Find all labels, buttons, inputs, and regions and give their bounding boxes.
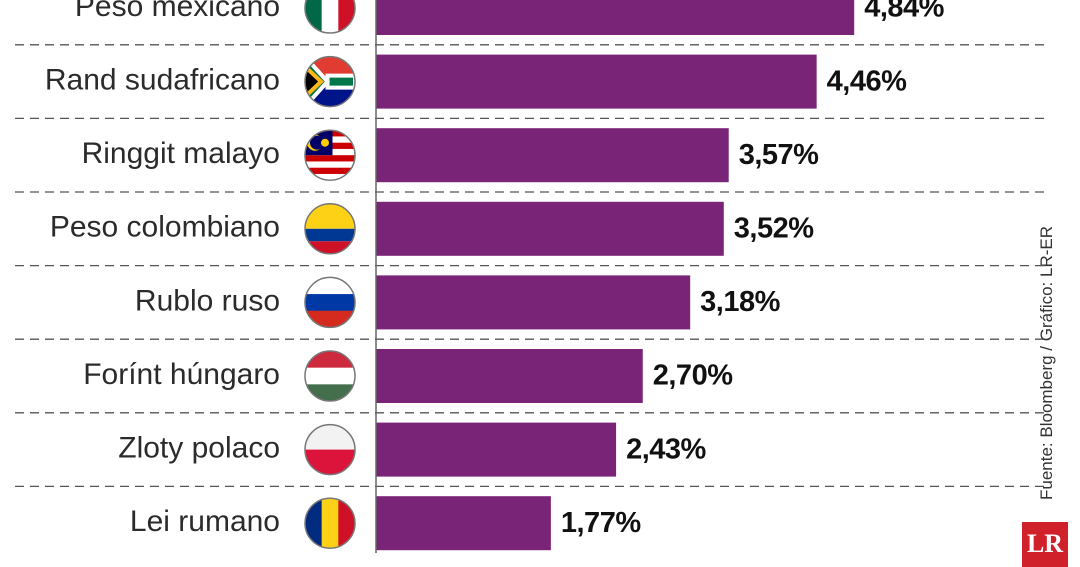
flag-triangle xyxy=(305,59,324,104)
flag-border xyxy=(304,497,356,549)
bar xyxy=(376,496,551,551)
value-label: 3,18% xyxy=(700,286,780,318)
category-label: Zloty polaco xyxy=(118,432,280,465)
flag-border xyxy=(304,276,356,329)
flag-stripe xyxy=(305,367,355,385)
flag-stripe xyxy=(305,161,355,168)
category-label: Peso mexicano xyxy=(75,0,280,23)
flag-stripe xyxy=(305,424,355,451)
flag-stripe xyxy=(338,498,355,549)
flag-moon xyxy=(310,135,324,150)
flag-stripe xyxy=(305,498,323,549)
flag-pall xyxy=(305,56,355,107)
bar xyxy=(376,0,855,35)
category-label: Peso colombiano xyxy=(50,211,280,244)
value-label: 1,77% xyxy=(561,507,641,539)
flag-stripe xyxy=(305,384,355,401)
flag-stripe xyxy=(305,277,355,295)
flag-border xyxy=(304,55,356,108)
bar xyxy=(376,54,817,109)
flag xyxy=(305,0,355,33)
flag-stripe xyxy=(305,173,355,181)
category-label: Rand sudafricano xyxy=(45,64,280,97)
flag-border xyxy=(304,203,356,255)
value-label: 4,46% xyxy=(827,65,907,97)
category-label: Rublo ruso xyxy=(135,284,280,317)
category-label: Lei rumano xyxy=(130,505,280,538)
value-label: 4,84% xyxy=(864,0,944,24)
flag-border xyxy=(304,0,356,34)
flag-border xyxy=(304,129,356,181)
flag-stripe xyxy=(305,167,355,175)
bar xyxy=(376,275,691,330)
flag xyxy=(305,277,355,328)
flag-stripe xyxy=(305,0,323,33)
logo-box xyxy=(1022,522,1068,567)
bar xyxy=(376,422,617,477)
flag xyxy=(305,351,355,401)
value-label: 2,43% xyxy=(626,433,706,465)
logo: LR xyxy=(1027,529,1063,558)
bar xyxy=(376,201,724,256)
value-label: 2,70% xyxy=(653,360,733,392)
flag-stripe xyxy=(305,294,355,312)
flag-star xyxy=(321,138,329,147)
value-label: 3,52% xyxy=(734,212,814,244)
flag-stripe xyxy=(305,155,355,162)
bar xyxy=(376,128,729,183)
flag xyxy=(305,498,355,549)
flag-stripe xyxy=(305,228,355,242)
flag-stripe xyxy=(305,310,355,328)
category-label: Ringgit malayo xyxy=(82,137,280,170)
flag-border xyxy=(304,423,356,476)
category-label: Forínt húngaro xyxy=(83,358,280,391)
flag-stripe xyxy=(305,351,355,369)
flag-border xyxy=(304,350,356,402)
flag-stripe xyxy=(321,498,339,549)
flag-stripe xyxy=(321,0,339,33)
source-note: Fuente: Bloomberg / Gráfico: LR-ER xyxy=(1037,226,1056,500)
value-label: 3,57% xyxy=(739,139,819,171)
flag-stripe xyxy=(305,449,355,475)
bar xyxy=(376,349,643,403)
flag-stripe xyxy=(305,203,355,229)
